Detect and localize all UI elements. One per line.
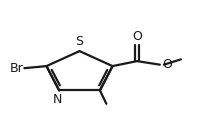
Text: S: S (75, 35, 84, 48)
Text: N: N (53, 93, 62, 106)
Text: O: O (162, 58, 172, 71)
Text: O: O (132, 30, 142, 43)
Text: Br: Br (9, 62, 23, 75)
